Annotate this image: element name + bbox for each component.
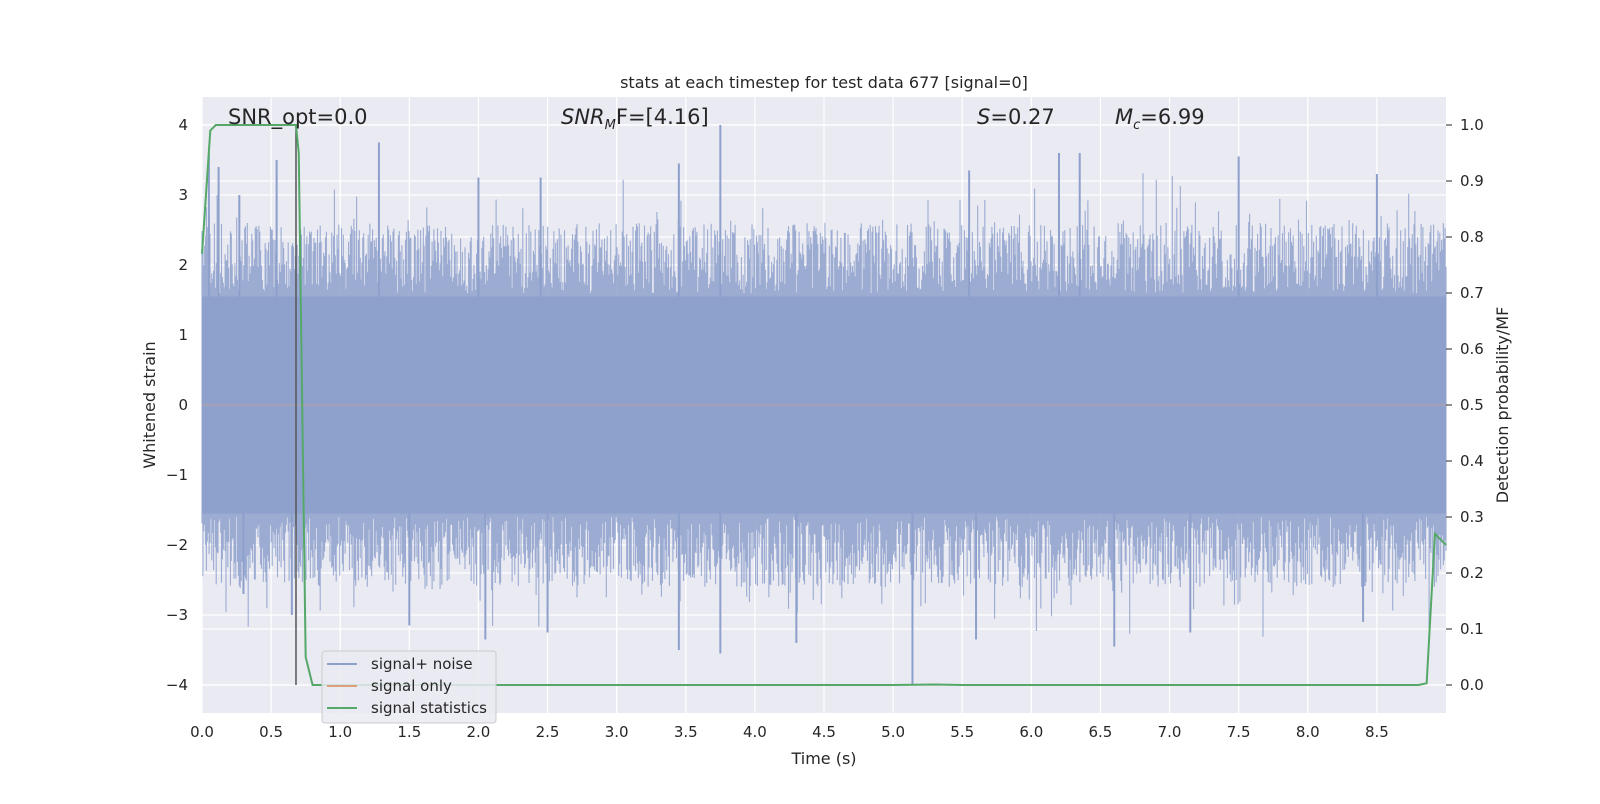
- y-right-tick-label: 0.1: [1460, 620, 1484, 638]
- y-left-tick-label: −2: [166, 536, 188, 554]
- y-right-tick-label: 0.6: [1460, 340, 1484, 358]
- y-right-tick-label: 0.7: [1460, 284, 1484, 302]
- x-tick-label: 4.5: [812, 723, 836, 741]
- y-left-tick-label: 2: [178, 256, 188, 274]
- y-left-tick-label: −1: [166, 466, 188, 484]
- y-right-tick-label: 0.2: [1460, 564, 1484, 582]
- y-left-tick-label: −4: [166, 676, 188, 694]
- y-axis-right-label: Detection probability/MF: [1493, 307, 1512, 504]
- annotation-snr-opt: SNR_opt=0.0: [228, 105, 368, 130]
- x-tick-label: 8.0: [1296, 723, 1320, 741]
- legend-label-signal-only: signal only: [371, 677, 452, 695]
- x-tick-label: 5.5: [950, 723, 974, 741]
- x-tick-label: 5.0: [881, 723, 905, 741]
- x-tick-label: 6.0: [1019, 723, 1043, 741]
- y-right-tick-label: 0.0: [1460, 676, 1484, 694]
- annotation-snr-mf-main: SNR: [561, 105, 605, 129]
- x-tick-label: 2.0: [467, 723, 491, 741]
- x-tick-label: 6.5: [1089, 723, 1113, 741]
- x-tick-label: 8.5: [1365, 723, 1389, 741]
- x-axis-label: Time (s): [790, 749, 856, 768]
- annotation-snr-mf-rest: F=[4.16]: [616, 105, 709, 129]
- annotation-mc: Mc=6.99: [1115, 105, 1205, 133]
- annotation-mc-rest: =6.99: [1140, 105, 1204, 129]
- y-axis-left-label: Whitened strain: [140, 341, 159, 468]
- annotation-s-main: S: [977, 105, 990, 129]
- y-right-tick-label: 0.4: [1460, 452, 1484, 470]
- legend-label-signal-statistics: signal statistics: [371, 699, 487, 717]
- y-right-tick-label: 0.9: [1460, 172, 1484, 190]
- x-tick-label: 3.0: [605, 723, 629, 741]
- y-right-tick-label: 0.3: [1460, 508, 1484, 526]
- annotation-snr-mf: SNRMF=[4.16]: [561, 105, 709, 133]
- annotation-s-rest: =0.27: [990, 105, 1054, 129]
- legend-label-signal-noise: signal+ noise: [371, 655, 473, 673]
- x-tick-label: 2.5: [536, 723, 560, 741]
- legend-box: [321, 650, 497, 724]
- x-tick-label: 1.0: [328, 723, 352, 741]
- y-left-tick-label: −3: [166, 606, 188, 624]
- x-tick-label: 7.0: [1158, 723, 1182, 741]
- y-right-tick-label: 0.8: [1460, 228, 1484, 246]
- y-left-tick-label: 1: [178, 326, 188, 344]
- x-tick-label: 3.5: [674, 723, 698, 741]
- legend: signal+ noise signal only signal statist…: [321, 650, 497, 724]
- x-tick-label: 4.0: [743, 723, 767, 741]
- chart-title: stats at each timestep for test data 677…: [620, 73, 1028, 92]
- annotation-s: S=0.27: [977, 105, 1055, 129]
- tick-layer: 0.0 0.5 1.0 1.5 2.0 2.5 3.0 3.5 4.0 4.5 5.0 5.5 6.0 6…: [166, 116, 1484, 741]
- x-tick-label: 0.0: [190, 723, 214, 741]
- x-tick-label: 0.5: [259, 723, 283, 741]
- x-tick-label: 7.5: [1227, 723, 1251, 741]
- y-left-tick-label: 0: [178, 396, 188, 414]
- annotation-snr-mf-sub: M: [605, 118, 616, 133]
- y-right-tick-label: 0.5: [1460, 396, 1484, 414]
- y-left-tick-label: 4: [178, 116, 188, 134]
- y-left-tick-label: 3: [178, 186, 188, 204]
- y-right-tick-label: 1.0: [1460, 116, 1484, 134]
- x-tick-label: 1.5: [397, 723, 421, 741]
- annotation-mc-sub: c: [1133, 118, 1140, 133]
- annotation-mc-main: M: [1115, 105, 1133, 129]
